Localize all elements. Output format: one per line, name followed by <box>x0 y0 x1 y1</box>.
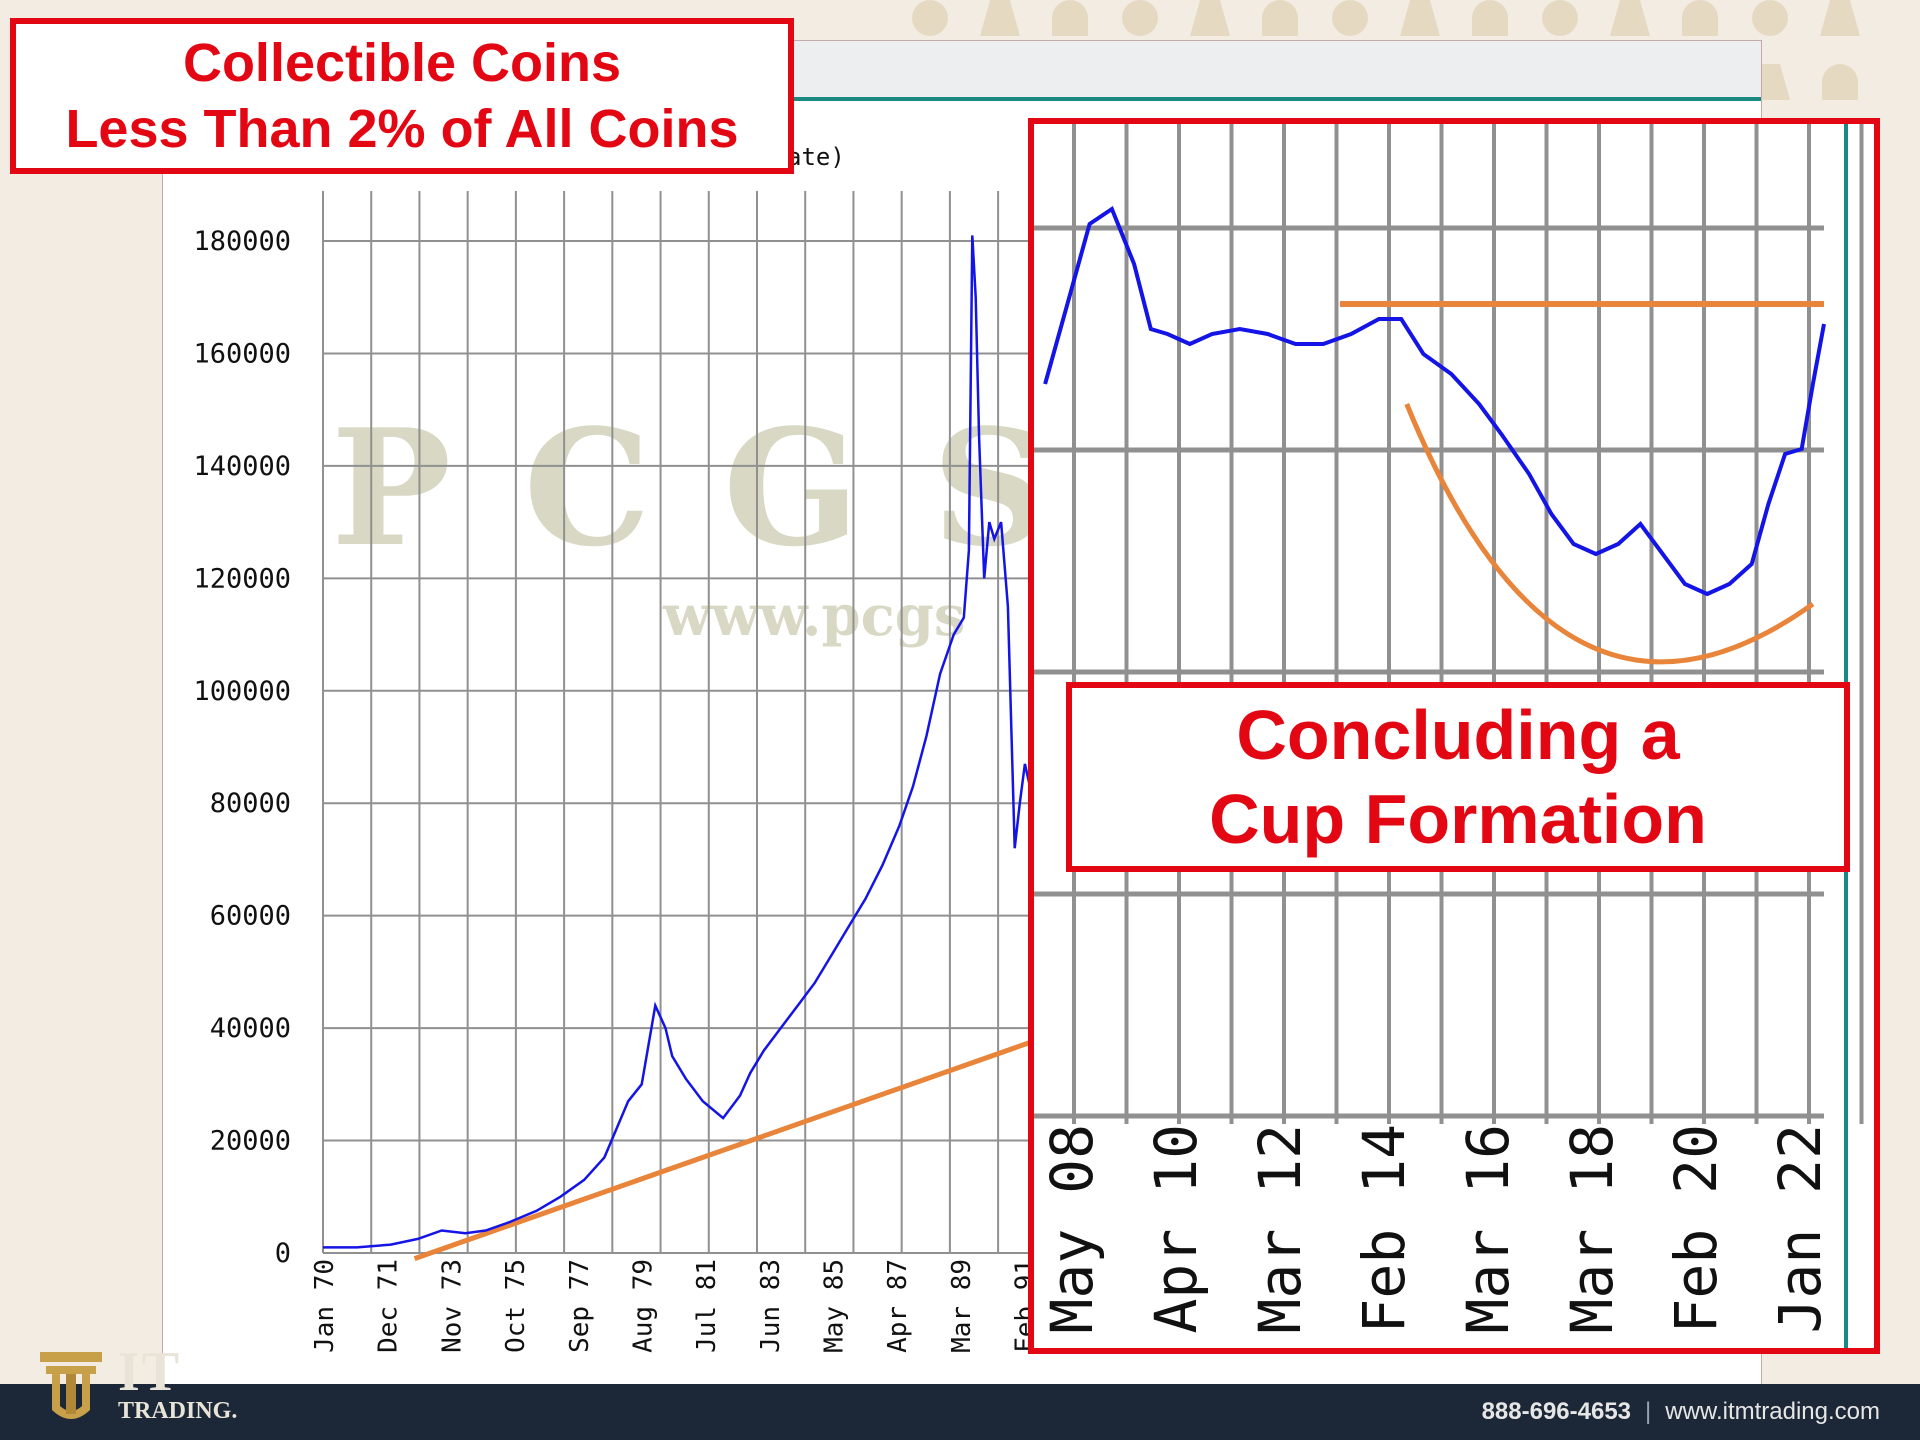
y-tick-label: 80000 <box>210 788 291 819</box>
background-pattern-shape <box>1610 0 1650 36</box>
inset-x-tick-label: Mar 16 <box>1454 1124 1522 1334</box>
background-pattern-shape <box>1122 0 1158 36</box>
inset-x-tick-label: Jan 22 <box>1766 1124 1834 1334</box>
background-pattern-shape <box>1542 0 1578 36</box>
x-tick-label: Jan 70 <box>310 1259 340 1353</box>
x-tick-label: May 85 <box>820 1259 850 1353</box>
inset-x-tick-label: Feb 14 <box>1350 1124 1418 1334</box>
inset-chart-grid <box>1034 124 1864 1124</box>
background-pattern-shape <box>1190 0 1230 36</box>
background-pattern-shape <box>1682 0 1718 36</box>
x-tick-label: Aug 79 <box>628 1259 658 1353</box>
background-pattern-shape <box>1820 0 1860 36</box>
x-tick-label: Oct 75 <box>501 1259 531 1353</box>
inset-x-tick-label: Apr 10 <box>1142 1124 1210 1334</box>
logo-wordmark: IT <box>118 1341 182 1403</box>
cup-formation-callout: Concluding a Cup Formation <box>1066 682 1850 872</box>
x-tick-label: Dec 71 <box>374 1259 404 1353</box>
itm-column-logo-icon <box>40 1352 102 1419</box>
x-tick-label: Sep 77 <box>565 1259 595 1353</box>
background-pattern-shape <box>1752 0 1788 36</box>
x-tick-label: Jul 81 <box>692 1259 722 1353</box>
footer-contact: 888-696-4653 | www.itmtrading.com <box>1482 1398 1880 1426</box>
x-tick-label: Apr 87 <box>883 1259 913 1353</box>
cup-callout-line1: Concluding a <box>1236 696 1680 774</box>
cup-arc <box>1404 403 1815 665</box>
y-tick-label: 180000 <box>193 226 291 257</box>
inset-price-series-line <box>1043 205 1826 597</box>
inset-x-tick-label: Feb 20 <box>1662 1124 1730 1334</box>
background-pattern-shape <box>980 0 1020 36</box>
background-pattern-shape <box>1332 0 1368 36</box>
x-tick-label: Jun 83 <box>756 1259 786 1353</box>
x-tick-label: Nov 73 <box>437 1259 467 1353</box>
phone-number[interactable]: 888-696-4653 <box>1481 1398 1632 1425</box>
background-pattern-shape <box>1262 0 1298 36</box>
background-pattern-shape <box>1472 0 1508 36</box>
y-tick-label: 40000 <box>210 1013 291 1044</box>
y-axis-ticks: 0 20000 40000 60000 80000 100000 120000 140000 1… <box>193 226 291 1269</box>
background-pattern-shape <box>1822 64 1858 100</box>
y-tick-label: 60000 <box>210 901 291 932</box>
background-pattern-shape <box>1400 0 1440 36</box>
background-pattern-shape <box>912 0 948 36</box>
footer-bar <box>0 1384 1920 1440</box>
chart-header-fragment: ate) <box>787 143 845 171</box>
inset-x-tick-label: May 08 <box>1038 1124 1106 1334</box>
background-pattern-shape <box>1052 0 1088 36</box>
logo-subtitle: TRADING. <box>118 1398 238 1424</box>
callout-title-line2: Less Than 2% of All Coins <box>65 99 739 159</box>
collectible-coins-callout: Collectible Coins Less Than 2% of All Co… <box>10 18 794 174</box>
y-tick-label: 120000 <box>193 563 291 594</box>
footer-separator: | <box>1645 1398 1652 1425</box>
y-tick-label: 100000 <box>193 676 291 707</box>
inset-x-axis-ticks: May 08 Apr 10 Mar 12 Feb 14 Mar 16 Mar 18 Feb … <box>1038 1124 1834 1334</box>
callout-title-line1: Collectible Coins <box>182 33 622 93</box>
inset-x-tick-label: Mar 12 <box>1246 1124 1314 1334</box>
y-tick-label: 0 <box>275 1238 291 1269</box>
inset-x-tick-label: Mar 18 <box>1558 1124 1626 1334</box>
watermark-url: www.pcgs <box>662 583 965 649</box>
cup-callout-line2: Cup Formation <box>1209 780 1707 858</box>
y-tick-label: 160000 <box>193 338 291 369</box>
website-link[interactable]: www.itmtrading.com <box>1665 1398 1880 1425</box>
y-tick-label: 140000 <box>193 451 291 482</box>
y-tick-label: 20000 <box>210 1126 291 1157</box>
zoomed-price-chart: May 08 Apr 10 Mar 12 Feb 14 Mar 16 Mar 18 Feb … <box>1034 124 1864 1334</box>
x-tick-label: Mar 89 <box>947 1259 977 1353</box>
